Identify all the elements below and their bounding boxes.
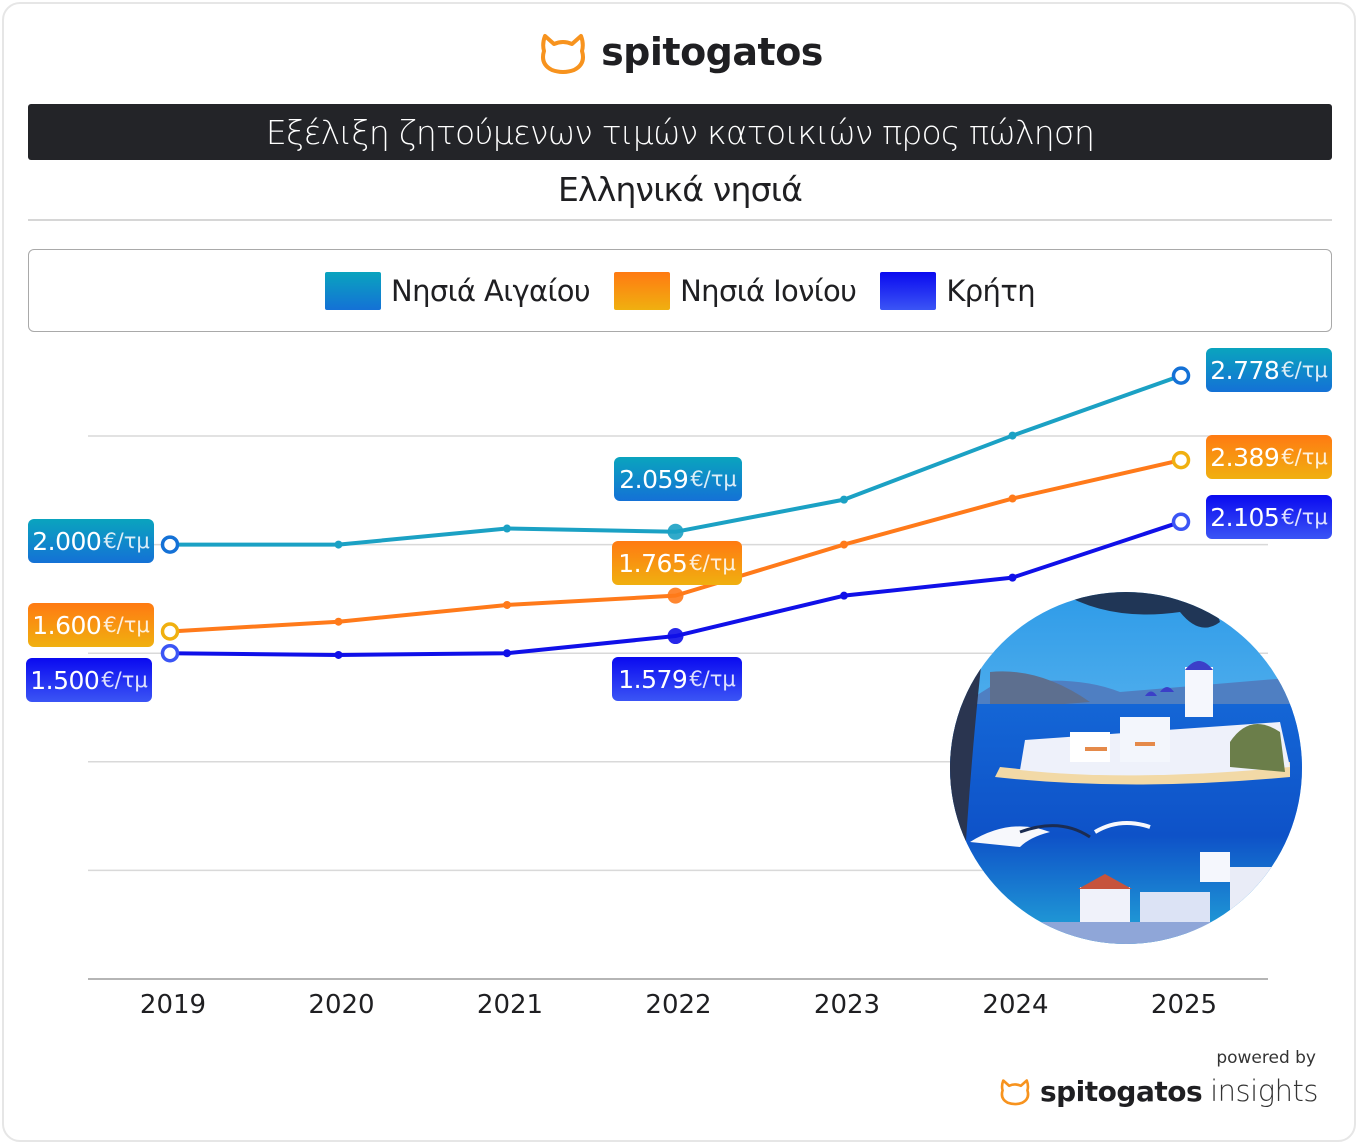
value-label: 2.105 €/τμ: [1206, 495, 1332, 539]
series-0: [160, 366, 1191, 554]
data-point[interactable]: [1008, 573, 1017, 582]
value-unit: €/τμ: [689, 667, 736, 691]
data-point[interactable]: [667, 587, 684, 604]
data-point[interactable]: [1171, 450, 1191, 470]
value-unit: €/τμ: [689, 551, 736, 575]
chart-subtitle: Ελληνικά νησιά: [557, 170, 803, 209]
data-point[interactable]: [667, 628, 684, 645]
x-tick-label: 2019: [140, 990, 206, 1020]
data-point[interactable]: [160, 622, 180, 641]
value-number: 2.105: [1210, 502, 1280, 532]
x-tick-label: 2025: [1151, 990, 1217, 1020]
value-label: 1.500 €/τμ: [26, 658, 152, 702]
data-point[interactable]: [1171, 512, 1191, 532]
brand-header: spitogatos: [0, 30, 1360, 74]
footer-brand-suffix: insights: [1210, 1074, 1318, 1108]
value-number: 2.778: [1210, 355, 1280, 385]
island-scene-icon: [950, 592, 1302, 944]
header-divider: [28, 219, 1332, 221]
legend-item-crete[interactable]: Κρήτη: [880, 271, 1036, 310]
value-label: 1.765 €/τμ: [612, 541, 742, 585]
brand-name: spitogatos: [601, 30, 823, 74]
chart-title-bar: Εξέλιξη ζητούμενων τιμών κατοικιών προς …: [28, 104, 1332, 160]
value-number: 2.000: [32, 526, 102, 556]
data-point[interactable]: [503, 600, 511, 609]
value-unit: €/τμ: [1281, 358, 1328, 382]
chart-title: Εξέλιξη ζητούμενων τιμών κατοικιών προς …: [265, 112, 1095, 152]
value-number: 2.059: [619, 464, 689, 494]
x-tick-label: 2023: [814, 990, 880, 1020]
value-number: 2.389: [1210, 442, 1280, 472]
series-1: [160, 450, 1191, 641]
data-point[interactable]: [503, 649, 511, 658]
legend-swatch-ionian: [614, 271, 671, 310]
value-unit: €/τμ: [103, 613, 150, 637]
x-axis-ticks: 2019 2020 2021 2022 2023 2024 2025: [140, 990, 1217, 1020]
data-point[interactable]: [840, 495, 848, 504]
x-tick-label: 2021: [477, 990, 543, 1020]
value-label: 2.000 €/τμ: [28, 519, 154, 563]
data-point[interactable]: [334, 650, 343, 659]
value-number: 1.765: [618, 548, 688, 578]
footer-brand-name: spitogatos: [1039, 1074, 1203, 1108]
value-number: 1.500: [30, 665, 100, 695]
footer-brand: spitogatos insights: [998, 1074, 1318, 1108]
data-point[interactable]: [334, 617, 343, 626]
data-point[interactable]: [503, 524, 511, 533]
powered-by-text: powered by: [1216, 1048, 1316, 1068]
series-2: [160, 512, 1191, 663]
data-point[interactable]: [1008, 431, 1017, 440]
value-label: 2.389 €/τμ: [1206, 435, 1332, 479]
value-unit: €/τμ: [1281, 445, 1328, 469]
legend-swatch-crete: [880, 271, 937, 310]
data-point[interactable]: [160, 643, 180, 663]
x-tick-label: 2022: [645, 990, 711, 1020]
value-unit: €/τμ: [690, 467, 737, 491]
data-point[interactable]: [667, 523, 684, 540]
value-unit: €/τμ: [101, 668, 148, 692]
data-point[interactable]: [840, 540, 848, 549]
legend-item-ionian[interactable]: Νησιά Ιονίου: [614, 271, 857, 310]
cat-head-icon: [541, 34, 586, 74]
value-number: 1.579: [618, 664, 688, 694]
value-label: 2.059 €/τμ: [614, 457, 742, 501]
value-unit: €/τμ: [1281, 505, 1328, 529]
value-label: 2.778 €/τμ: [1206, 348, 1332, 392]
data-point[interactable]: [160, 535, 180, 554]
value-label: 1.579 €/τμ: [612, 657, 742, 701]
value-number: 1.600: [32, 610, 102, 640]
legend-item-aegean[interactable]: Νησιά Αιγαίου: [325, 271, 591, 310]
value-label: 1.600 €/τμ: [28, 603, 154, 647]
island-illustration: [950, 592, 1302, 944]
chart-legend: Νησιά Αιγαίου Νησιά Ιονίου Κρήτη: [28, 249, 1332, 332]
legend-label-crete: Κρήτη: [946, 273, 1035, 308]
legend-label-aegean: Νησιά Αιγαίου: [391, 273, 591, 308]
data-point[interactable]: [1008, 494, 1017, 503]
cat-head-icon: [1000, 1079, 1030, 1106]
x-tick-label: 2024: [982, 990, 1048, 1020]
data-point[interactable]: [840, 591, 848, 600]
data-point[interactable]: [1171, 366, 1191, 385]
data-point[interactable]: [334, 540, 343, 549]
x-tick-label: 2020: [308, 990, 374, 1020]
legend-label-ionian: Νησιά Ιονίου: [680, 273, 857, 308]
value-unit: €/τμ: [103, 529, 150, 553]
legend-swatch-aegean: [325, 271, 382, 310]
